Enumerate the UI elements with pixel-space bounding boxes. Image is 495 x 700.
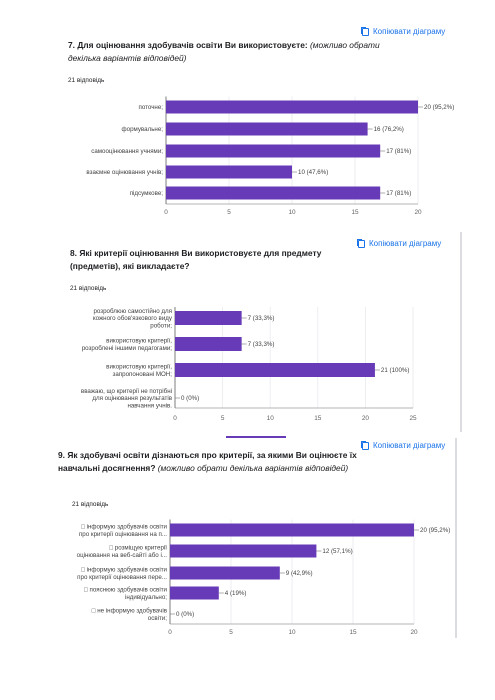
bar [166,144,381,158]
data-label: 0 (0%) [176,611,194,618]
bar [175,363,375,377]
question-title-q8: 8. Які критерії оцінювання Ви використов… [70,247,370,273]
copy-chart-label: Копіювати діаграму [369,239,442,248]
copy-icon [362,441,369,450]
x-tick-label: 20 [414,209,422,216]
question-text: Які критерії оцінювання Ви використовуєт… [70,248,322,271]
question-note: (можливо обрати декілька варіантів відпо… [157,463,349,473]
x-tick-label: 0 [168,629,172,636]
bar [175,311,242,325]
question-title-q9: 9. Як здобувачі освіти дізнаються про кр… [58,449,378,475]
response-count-q7: 21 відповідь [68,77,105,84]
response-count-q8: 21 відповідь [70,285,107,292]
category-label: □ інформую здобувачів освіти про критерії… [79,524,168,538]
x-tick-label: 25 [409,415,417,422]
question-text: Для оцінювання здобувачів освіти Ви вико… [77,40,308,50]
x-tick-label: 10 [288,209,296,216]
question-text: Як здобувачі освіти дізнаються про крите… [58,450,357,473]
bar [166,186,381,200]
data-label: 12 (57,1%) [322,548,352,555]
bar-chart-q7: 0 5 10 15 20 20 (95,2%) поточне; 16 (76,2%) форм… [86,96,454,216]
response-count-q9: 21 відповідь [72,501,109,508]
bar [166,165,292,179]
data-label: 4 (19%) [225,590,247,597]
copy-chart-button-q8[interactable]: Копіювати діаграму [358,239,441,248]
question-number: 9. [58,450,65,460]
data-label: 9 (42,9%) [286,570,313,577]
bar [166,100,418,114]
data-label: 20 (95,2%) [424,104,454,111]
x-tick-label: 15 [314,415,322,422]
section-divider [226,436,286,438]
copy-icon [362,27,369,36]
chart-card-q8 [55,232,462,432]
x-tick-label: 10 [267,415,275,422]
category-label: формувальне; [122,126,164,133]
data-label: 7 (33,3%) [248,315,275,322]
question-title-q7: 7. Для оцінювання здобувачів освіти Ви в… [68,39,398,65]
category-label: поточне; [138,104,163,111]
bar [170,586,219,600]
category-label: □ розміщую критерії оцінювання на веб-сай… [77,545,168,559]
question-number: 7. [68,40,75,50]
copy-icon [358,239,365,248]
x-tick-label: 20 [410,629,418,636]
chart-card-q9 [40,438,457,638]
category-label: використовую критерії, запропоновані МОН; [106,364,172,378]
data-label: 17 (81%) [386,190,411,197]
bar [170,566,280,580]
category-label: □ інформую здобувачів освіти про критерії… [77,567,167,581]
bar [166,122,368,136]
category-label: □ не інформую здобувачів освіти; [92,608,168,622]
question-number: 8. [70,248,77,258]
data-label: 10 (47,6%) [298,169,328,176]
copy-chart-button-q7[interactable]: Копіювати діаграму [362,27,445,36]
category-label: вважаю, що критерії не потрібні для оціню… [81,388,173,409]
category-label: самооцінювання учнями; [91,148,163,155]
x-tick-label: 0 [164,209,168,216]
category-label: підсумкове; [130,190,164,197]
copy-chart-label: Копіювати діаграму [373,27,446,36]
bar-chart-q8: 0 5 10 15 20 25 7 (33,3%) розроблюю самостійно … [81,307,417,422]
bar [170,544,317,558]
data-label: 0 (0%) [181,395,199,402]
category-label: використовую критерії, розроблені іншими … [82,338,173,352]
data-label: 7 (33,3%) [248,341,275,348]
x-tick-label: 5 [229,629,233,636]
copy-chart-label: Копіювати діаграму [373,441,446,450]
data-label: 20 (95,2%) [420,527,450,534]
x-tick-label: 15 [349,629,357,636]
data-label: 17 (81%) [386,148,411,155]
data-label: 21 (100%) [381,367,410,374]
copy-chart-button-q9[interactable]: Копіювати діаграму [362,441,445,450]
category-label: □ пояснюю здобувачів освіти індивідуально… [84,587,168,601]
bar [170,523,414,537]
x-tick-label: 5 [221,415,225,422]
x-tick-label: 10 [288,629,296,636]
category-label: взаємне оцінювання учнів; [86,169,163,176]
category-label: розроблюю самостійно для кожного обов'язк… [93,308,173,329]
x-tick-label: 15 [351,209,359,216]
question-note: (можливо обрати декілька варіантів відпо… [68,40,380,63]
bar [175,337,242,351]
x-tick-label: 5 [227,209,231,216]
x-tick-label: 0 [173,415,177,422]
x-tick-label: 20 [362,415,370,422]
data-label: 16 (76,2%) [374,126,404,133]
